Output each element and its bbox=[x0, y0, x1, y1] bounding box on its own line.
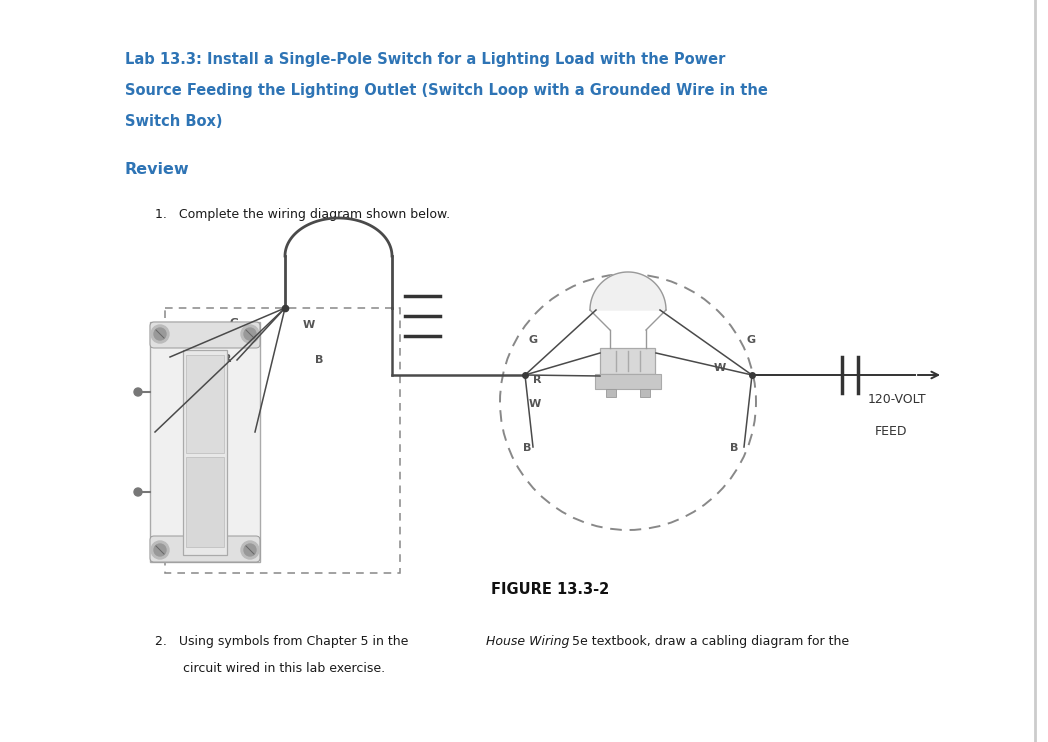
Text: R: R bbox=[533, 375, 542, 385]
Text: G: G bbox=[230, 318, 239, 328]
Text: B: B bbox=[730, 443, 739, 453]
Text: 5e textbook, draw a cabling diagram for the: 5e textbook, draw a cabling diagram for … bbox=[568, 635, 849, 648]
Text: B: B bbox=[315, 355, 324, 365]
Circle shape bbox=[134, 388, 141, 396]
FancyBboxPatch shape bbox=[150, 322, 260, 348]
Text: Review: Review bbox=[125, 162, 190, 177]
Text: W: W bbox=[714, 363, 726, 373]
Text: FIGURE 13.3-2: FIGURE 13.3-2 bbox=[490, 582, 609, 597]
Text: Source Feeding the Lighting Outlet (Switch Loop with a Grounded Wire in the: Source Feeding the Lighting Outlet (Swit… bbox=[125, 83, 768, 98]
Text: R: R bbox=[223, 354, 232, 364]
Circle shape bbox=[241, 325, 259, 343]
Circle shape bbox=[241, 541, 259, 559]
FancyBboxPatch shape bbox=[183, 350, 227, 555]
Text: Switch Box): Switch Box) bbox=[125, 114, 222, 129]
Text: G: G bbox=[747, 335, 756, 345]
FancyBboxPatch shape bbox=[595, 374, 660, 389]
FancyBboxPatch shape bbox=[185, 456, 224, 547]
Circle shape bbox=[151, 541, 169, 559]
Circle shape bbox=[134, 488, 141, 496]
Text: House Wiring: House Wiring bbox=[486, 635, 569, 648]
Text: 120-VOLT: 120-VOLT bbox=[868, 393, 926, 406]
Circle shape bbox=[154, 328, 166, 340]
Text: FEED: FEED bbox=[875, 425, 908, 438]
FancyBboxPatch shape bbox=[601, 348, 655, 374]
Text: W: W bbox=[529, 399, 541, 409]
FancyBboxPatch shape bbox=[606, 389, 616, 397]
Circle shape bbox=[244, 328, 256, 340]
Circle shape bbox=[244, 544, 256, 556]
Text: W: W bbox=[303, 320, 315, 330]
Text: Lab 13.3: Install a Single-Pole Switch for a Lighting Load with the Power: Lab 13.3: Install a Single-Pole Switch f… bbox=[125, 52, 725, 67]
Circle shape bbox=[151, 325, 169, 343]
FancyBboxPatch shape bbox=[150, 322, 260, 562]
Text: G: G bbox=[529, 335, 538, 345]
Text: 2.   Using symbols from Chapter 5 in the: 2. Using symbols from Chapter 5 in the bbox=[155, 635, 412, 648]
Text: circuit wired in this lab exercise.: circuit wired in this lab exercise. bbox=[183, 662, 385, 675]
Text: B: B bbox=[523, 443, 531, 453]
FancyBboxPatch shape bbox=[185, 355, 224, 453]
Polygon shape bbox=[590, 272, 665, 310]
Text: 1.   Complete the wiring diagram shown below.: 1. Complete the wiring diagram shown bel… bbox=[155, 208, 451, 221]
FancyBboxPatch shape bbox=[640, 389, 650, 397]
FancyBboxPatch shape bbox=[150, 536, 260, 562]
Circle shape bbox=[154, 544, 166, 556]
